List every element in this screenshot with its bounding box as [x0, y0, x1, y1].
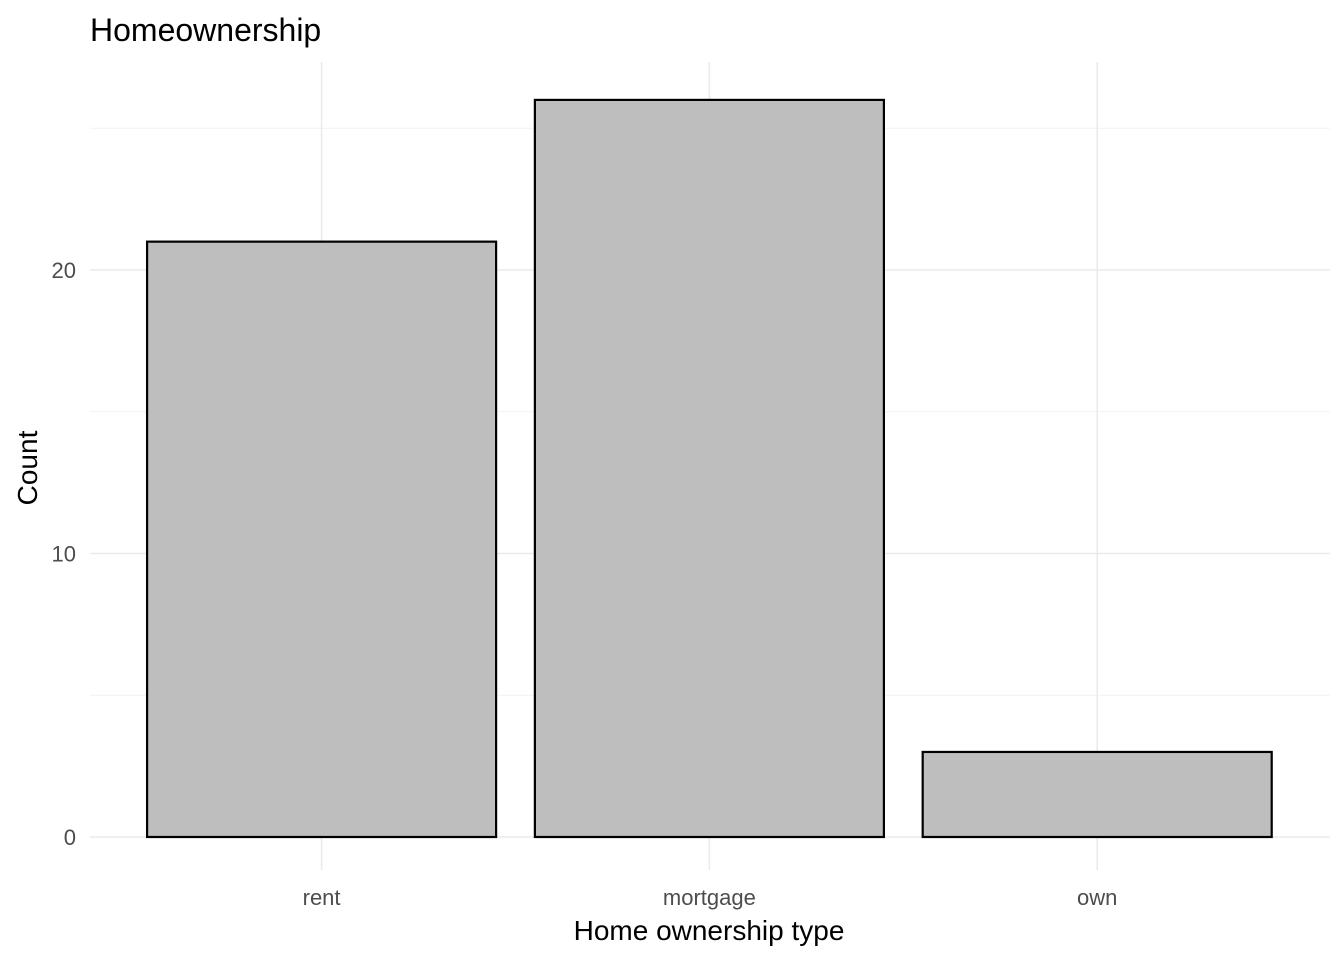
x-axis-title: Home ownership type	[574, 915, 845, 946]
y-tick-label: 20	[52, 258, 76, 283]
bar-rent	[145, 240, 498, 839]
y-tick-label: 10	[52, 542, 76, 567]
x-tick-label-rent: rent	[303, 885, 341, 910]
x-tick-label-mortgage: mortgage	[663, 885, 756, 910]
bars	[145, 98, 1273, 839]
x-tick-label-own: own	[1077, 885, 1117, 910]
chart-title: Homeownership	[90, 12, 321, 48]
bar-mortgage	[533, 98, 886, 839]
y-axis-tick-labels: 0 10 20	[52, 258, 76, 850]
bar-own	[921, 750, 1273, 839]
y-tick-label: 0	[64, 825, 76, 850]
x-axis-tick-labels: rent mortgage own	[303, 885, 1118, 910]
y-axis-title: Count	[12, 430, 43, 505]
